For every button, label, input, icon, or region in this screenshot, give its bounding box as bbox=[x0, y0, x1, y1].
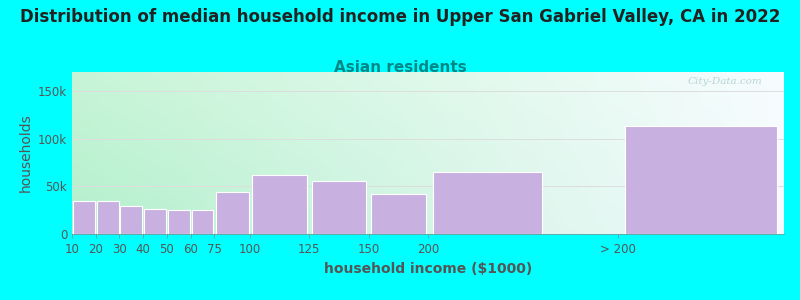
Bar bbox=[168, 210, 190, 234]
Bar bbox=[73, 201, 94, 234]
Bar bbox=[371, 194, 426, 234]
Bar bbox=[144, 209, 166, 234]
Bar bbox=[97, 201, 118, 234]
Text: Distribution of median household income in Upper San Gabriel Valley, CA in 2022: Distribution of median household income … bbox=[20, 8, 780, 26]
Bar bbox=[625, 126, 778, 234]
Text: Asian residents: Asian residents bbox=[334, 60, 466, 75]
Bar bbox=[433, 172, 542, 234]
X-axis label: household income ($1000): household income ($1000) bbox=[324, 262, 532, 276]
Bar bbox=[192, 210, 214, 234]
Bar bbox=[216, 192, 249, 234]
Bar bbox=[312, 181, 366, 234]
Text: City-Data.com: City-Data.com bbox=[688, 77, 762, 86]
Bar bbox=[252, 175, 307, 234]
Bar bbox=[121, 206, 142, 234]
Y-axis label: households: households bbox=[18, 114, 33, 192]
